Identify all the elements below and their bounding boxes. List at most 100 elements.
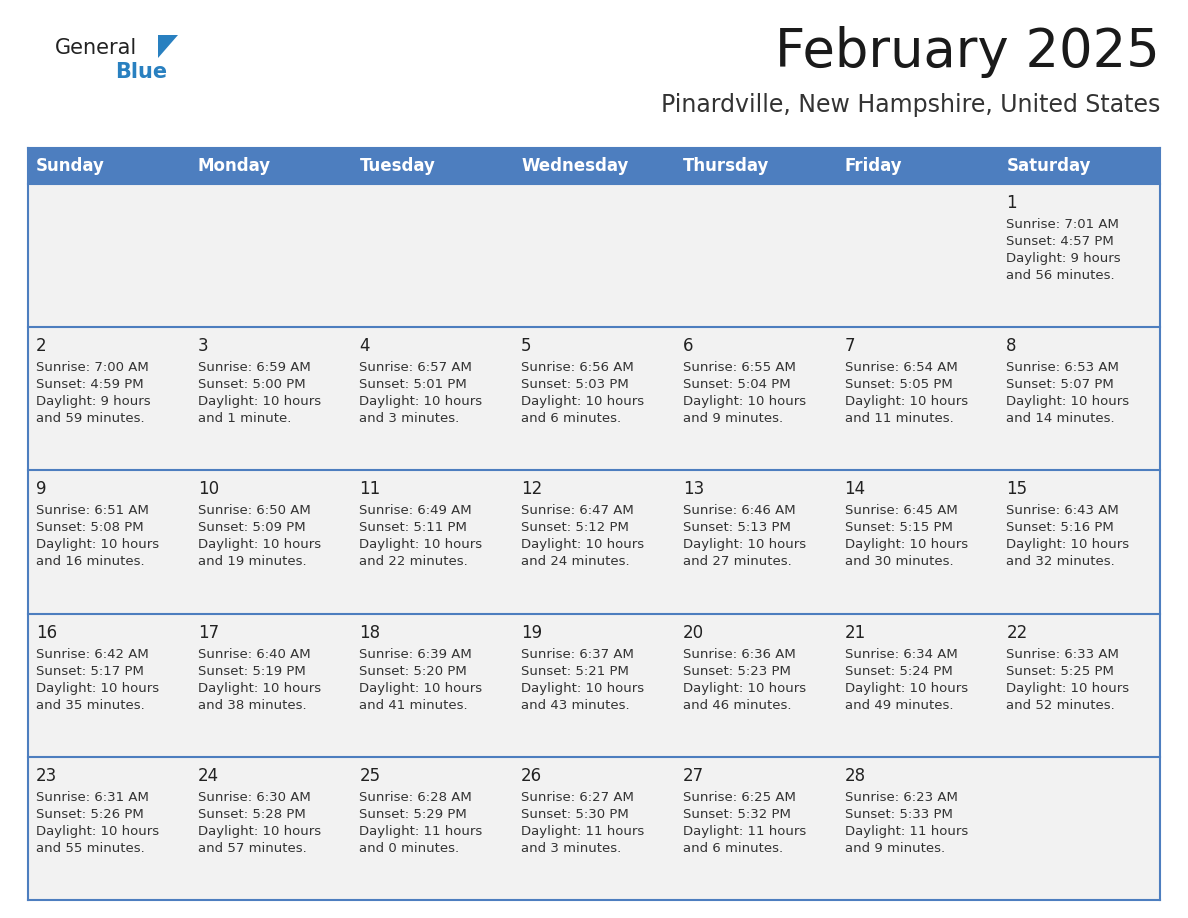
Text: Sunset: 5:25 PM: Sunset: 5:25 PM <box>1006 665 1114 677</box>
Text: 18: 18 <box>360 623 380 642</box>
Text: Sunrise: 6:55 AM: Sunrise: 6:55 AM <box>683 361 796 375</box>
Text: and 56 minutes.: and 56 minutes. <box>1006 269 1114 282</box>
Text: Sunset: 5:24 PM: Sunset: 5:24 PM <box>845 665 953 677</box>
Text: Sunset: 5:33 PM: Sunset: 5:33 PM <box>845 808 953 821</box>
Text: Sunrise: 6:39 AM: Sunrise: 6:39 AM <box>360 647 472 661</box>
Text: Thursday: Thursday <box>683 157 770 175</box>
Text: 7: 7 <box>845 337 855 355</box>
Text: Daylight: 10 hours: Daylight: 10 hours <box>197 396 321 409</box>
Bar <box>29 470 1159 613</box>
Text: Sunset: 5:15 PM: Sunset: 5:15 PM <box>845 521 953 534</box>
Polygon shape <box>158 35 178 58</box>
Text: and 24 minutes.: and 24 minutes. <box>522 555 630 568</box>
Text: 16: 16 <box>36 623 57 642</box>
Text: and 3 minutes.: and 3 minutes. <box>522 842 621 855</box>
Text: Sunrise: 6:33 AM: Sunrise: 6:33 AM <box>1006 647 1119 661</box>
Text: 25: 25 <box>360 767 380 785</box>
Text: Daylight: 10 hours: Daylight: 10 hours <box>360 396 482 409</box>
Text: 19: 19 <box>522 623 542 642</box>
Text: Sunset: 5:13 PM: Sunset: 5:13 PM <box>683 521 791 534</box>
Text: Daylight: 10 hours: Daylight: 10 hours <box>36 824 159 838</box>
Text: Sunrise: 6:34 AM: Sunrise: 6:34 AM <box>845 647 958 661</box>
Bar <box>29 148 1159 184</box>
Text: 6: 6 <box>683 337 694 355</box>
Text: Sunrise: 6:57 AM: Sunrise: 6:57 AM <box>360 361 473 375</box>
Text: Sunset: 5:20 PM: Sunset: 5:20 PM <box>360 665 467 677</box>
Text: and 41 minutes.: and 41 minutes. <box>360 699 468 711</box>
Text: and 49 minutes.: and 49 minutes. <box>845 699 953 711</box>
Text: Pinardville, New Hampshire, United States: Pinardville, New Hampshire, United State… <box>661 93 1159 117</box>
Text: Daylight: 10 hours: Daylight: 10 hours <box>522 681 644 695</box>
Text: Sunset: 5:23 PM: Sunset: 5:23 PM <box>683 665 791 677</box>
Text: Sunrise: 6:40 AM: Sunrise: 6:40 AM <box>197 647 310 661</box>
Text: Sunrise: 6:45 AM: Sunrise: 6:45 AM <box>845 504 958 518</box>
Text: 20: 20 <box>683 623 704 642</box>
Text: Sunset: 5:12 PM: Sunset: 5:12 PM <box>522 521 628 534</box>
Text: Sunset: 5:09 PM: Sunset: 5:09 PM <box>197 521 305 534</box>
Text: Sunrise: 6:25 AM: Sunrise: 6:25 AM <box>683 790 796 804</box>
Text: Daylight: 10 hours: Daylight: 10 hours <box>522 396 644 409</box>
Text: and 55 minutes.: and 55 minutes. <box>36 842 145 855</box>
Text: Sunrise: 6:27 AM: Sunrise: 6:27 AM <box>522 790 634 804</box>
Text: and 19 minutes.: and 19 minutes. <box>197 555 307 568</box>
Text: Sunrise: 6:23 AM: Sunrise: 6:23 AM <box>845 790 958 804</box>
Text: Daylight: 10 hours: Daylight: 10 hours <box>1006 681 1130 695</box>
Text: Friday: Friday <box>845 157 902 175</box>
Text: Sunset: 5:16 PM: Sunset: 5:16 PM <box>1006 521 1114 534</box>
Text: Daylight: 11 hours: Daylight: 11 hours <box>683 824 807 838</box>
Text: and 1 minute.: and 1 minute. <box>197 412 291 425</box>
Text: and 35 minutes.: and 35 minutes. <box>36 699 145 711</box>
Text: Sunset: 5:00 PM: Sunset: 5:00 PM <box>197 378 305 391</box>
Text: Blue: Blue <box>115 62 168 82</box>
Text: Sunrise: 6:53 AM: Sunrise: 6:53 AM <box>1006 361 1119 375</box>
Text: Sunrise: 6:47 AM: Sunrise: 6:47 AM <box>522 504 634 518</box>
Text: 10: 10 <box>197 480 219 498</box>
Text: 24: 24 <box>197 767 219 785</box>
Text: and 6 minutes.: and 6 minutes. <box>522 412 621 425</box>
Text: Sunset: 5:19 PM: Sunset: 5:19 PM <box>197 665 305 677</box>
Bar <box>29 756 1159 900</box>
Text: and 22 minutes.: and 22 minutes. <box>360 555 468 568</box>
Text: Daylight: 10 hours: Daylight: 10 hours <box>197 681 321 695</box>
Text: Sunset: 5:07 PM: Sunset: 5:07 PM <box>1006 378 1114 391</box>
Text: 2: 2 <box>36 337 46 355</box>
Text: Sunrise: 6:50 AM: Sunrise: 6:50 AM <box>197 504 310 518</box>
Text: 12: 12 <box>522 480 543 498</box>
Text: Daylight: 10 hours: Daylight: 10 hours <box>36 538 159 552</box>
Text: General: General <box>55 38 138 58</box>
Text: Daylight: 10 hours: Daylight: 10 hours <box>683 681 805 695</box>
Text: Sunrise: 6:36 AM: Sunrise: 6:36 AM <box>683 647 796 661</box>
Text: 3: 3 <box>197 337 208 355</box>
Text: Daylight: 11 hours: Daylight: 11 hours <box>360 824 482 838</box>
Text: 15: 15 <box>1006 480 1028 498</box>
Text: Sunset: 5:05 PM: Sunset: 5:05 PM <box>845 378 953 391</box>
Text: Sunrise: 6:43 AM: Sunrise: 6:43 AM <box>1006 504 1119 518</box>
Text: and 0 minutes.: and 0 minutes. <box>360 842 460 855</box>
Text: Sunrise: 6:59 AM: Sunrise: 6:59 AM <box>197 361 310 375</box>
Text: 26: 26 <box>522 767 542 785</box>
Text: Daylight: 9 hours: Daylight: 9 hours <box>36 396 151 409</box>
Text: Daylight: 11 hours: Daylight: 11 hours <box>845 824 968 838</box>
Text: and 9 minutes.: and 9 minutes. <box>845 842 944 855</box>
Text: Daylight: 10 hours: Daylight: 10 hours <box>1006 396 1130 409</box>
Text: and 52 minutes.: and 52 minutes. <box>1006 699 1116 711</box>
Text: Daylight: 10 hours: Daylight: 10 hours <box>360 538 482 552</box>
Text: Saturday: Saturday <box>1006 157 1091 175</box>
Text: Daylight: 10 hours: Daylight: 10 hours <box>360 681 482 695</box>
Text: and 43 minutes.: and 43 minutes. <box>522 699 630 711</box>
Text: and 3 minutes.: and 3 minutes. <box>360 412 460 425</box>
Text: and 32 minutes.: and 32 minutes. <box>1006 555 1116 568</box>
Text: 22: 22 <box>1006 623 1028 642</box>
Text: 8: 8 <box>1006 337 1017 355</box>
Text: Daylight: 10 hours: Daylight: 10 hours <box>683 538 805 552</box>
Text: Sunrise: 6:31 AM: Sunrise: 6:31 AM <box>36 790 148 804</box>
Text: Daylight: 10 hours: Daylight: 10 hours <box>197 824 321 838</box>
Text: 5: 5 <box>522 337 532 355</box>
Text: Sunset: 5:29 PM: Sunset: 5:29 PM <box>360 808 467 821</box>
Text: Daylight: 10 hours: Daylight: 10 hours <box>845 681 968 695</box>
Text: Sunrise: 7:01 AM: Sunrise: 7:01 AM <box>1006 218 1119 231</box>
Text: Sunset: 5:32 PM: Sunset: 5:32 PM <box>683 808 791 821</box>
Text: and 9 minutes.: and 9 minutes. <box>683 412 783 425</box>
Text: Sunrise: 6:51 AM: Sunrise: 6:51 AM <box>36 504 148 518</box>
Text: Sunset: 5:11 PM: Sunset: 5:11 PM <box>360 521 467 534</box>
